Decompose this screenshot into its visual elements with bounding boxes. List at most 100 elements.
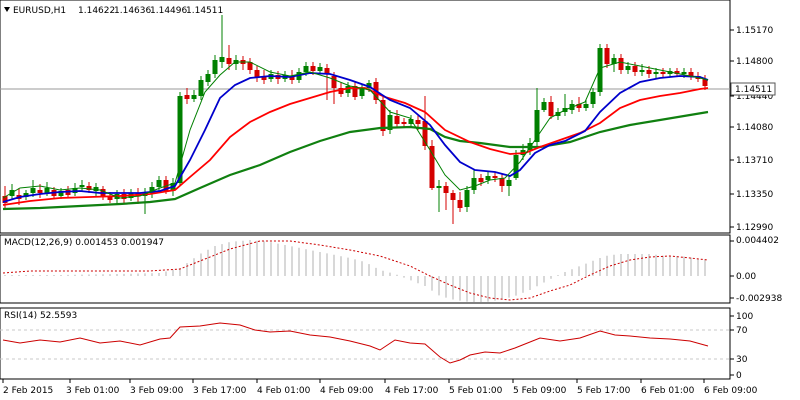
candle-body[interactable] [401, 122, 407, 124]
candle-body[interactable] [107, 196, 113, 200]
rsi-scale-tick: 0 [736, 371, 742, 381]
candle-body[interactable] [541, 102, 547, 110]
candle-body[interactable] [408, 119, 414, 124]
time-tick: 6 Feb 01:00 [641, 386, 695, 396]
candle-body[interactable] [471, 178, 477, 190]
candle-body[interactable] [23, 193, 29, 197]
candle-body[interactable] [639, 70, 645, 72]
candle-body[interactable] [450, 193, 456, 200]
candle-body[interactable] [611, 58, 617, 64]
candle-body[interactable] [149, 187, 155, 193]
candle-body[interactable] [660, 72, 666, 74]
time-tick: 3 Feb 01:00 [66, 386, 120, 396]
candle-body[interactable] [317, 67, 323, 71]
candle-body[interactable] [254, 70, 260, 78]
ohlc-low: 1.14496 [150, 6, 187, 16]
candle-body[interactable] [247, 62, 253, 70]
candle-body[interactable] [338, 88, 344, 94]
candle-body[interactable] [93, 187, 99, 191]
time-tick: 4 Feb 01:00 [257, 386, 311, 396]
candle-body[interactable] [485, 176, 491, 180]
candle-body[interactable] [212, 60, 218, 74]
price-tick: 1.15170 [736, 26, 773, 36]
rsi-panel[interactable] [0, 307, 731, 380]
candle-body[interactable] [618, 58, 624, 70]
time-axis: 2 Feb 2015 3 Feb 01:00 3 Feb 09:00 3 Feb… [2, 379, 758, 396]
candle-body[interactable] [646, 70, 652, 74]
candle-body[interactable] [380, 100, 386, 131]
rsi-scale-tick: 100 [736, 312, 753, 322]
candle-body[interactable] [30, 188, 36, 193]
candle-body[interactable] [324, 68, 330, 74]
macd-scale-tick: 0.00 [736, 272, 756, 282]
candle-body[interactable] [191, 95, 197, 99]
candle-body[interactable] [79, 185, 85, 187]
candle-body[interactable] [261, 76, 267, 80]
candle-body[interactable] [583, 104, 589, 108]
moving-average-blue [2, 72, 709, 203]
candle-body[interactable] [492, 176, 498, 178]
collapse-triangle-icon[interactable] [4, 7, 10, 12]
price-tick: 1.13710 [736, 156, 773, 166]
candle-body[interactable] [604, 48, 610, 64]
candle-body[interactable] [359, 88, 365, 96]
candle-body[interactable] [387, 115, 393, 130]
moving-average-fast [2, 61, 709, 199]
macd-scale-tick: -0.002938 [736, 294, 782, 304]
candle-body[interactable] [506, 180, 512, 186]
candle-body[interactable] [443, 186, 449, 193]
candle-body[interactable] [702, 79, 708, 86]
candle-body[interactable] [219, 57, 225, 62]
candle-body[interactable] [205, 74, 211, 82]
time-tick: 4 Feb 09:00 [320, 386, 374, 396]
candle-body[interactable] [184, 95, 190, 99]
macd-panel[interactable] [0, 234, 731, 304]
candle-body[interactable] [156, 180, 162, 187]
candle-body[interactable] [289, 76, 295, 80]
candle-body[interactable] [632, 66, 638, 72]
candle-body[interactable] [331, 76, 337, 88]
rsi-line [2, 322, 709, 364]
candle-body[interactable] [37, 190, 43, 193]
candle-body[interactable] [58, 191, 64, 196]
candle-body[interactable] [303, 66, 309, 72]
candle-body[interactable] [478, 178, 484, 182]
candle-body[interactable] [681, 72, 687, 74]
candle-body[interactable] [345, 86, 351, 93]
macd-title: MACD(12,26,9) 0.001453 0.001947 [4, 238, 164, 248]
candle-body[interactable] [415, 120, 421, 124]
price-tick: 1.14800 [736, 57, 773, 67]
candle-body[interactable] [422, 121, 428, 146]
candle-body[interactable] [86, 186, 92, 190]
current-price-label: 1.14511 [735, 85, 772, 95]
candle-body[interactable] [674, 71, 680, 74]
rsi-scale-tick: 70 [736, 326, 748, 336]
candle-body[interactable] [310, 66, 316, 71]
candle-body[interactable] [366, 83, 372, 88]
candle-body[interactable] [226, 58, 232, 64]
time-tick: 5 Feb 09:00 [513, 386, 567, 396]
candle-body[interactable] [352, 86, 358, 97]
candle-body[interactable] [429, 146, 435, 188]
candle-body[interactable] [198, 80, 204, 96]
candle-body[interactable] [457, 200, 463, 208]
candle-body[interactable] [534, 110, 540, 142]
candle-body[interactable] [590, 92, 596, 104]
symbol-timeframe: EURUSD,H1 [13, 6, 66, 16]
candle-body[interactable] [44, 188, 50, 193]
macd-signal-line [2, 240, 709, 301]
candle-body[interactable] [653, 72, 659, 74]
candle-body[interactable] [576, 104, 582, 108]
candle-body[interactable] [394, 116, 400, 124]
candle-body[interactable] [625, 66, 631, 70]
candle-body[interactable] [597, 48, 603, 92]
candle-body[interactable] [499, 178, 505, 186]
candle-body[interactable] [688, 72, 694, 76]
candle-body[interactable] [177, 96, 183, 183]
candle-body[interactable] [2, 196, 8, 203]
candle-body[interactable] [548, 102, 554, 116]
candle-body[interactable] [436, 186, 442, 188]
rsi-title: RSI(14) 52.5593 [4, 311, 77, 321]
candle-body[interactable] [464, 190, 470, 207]
